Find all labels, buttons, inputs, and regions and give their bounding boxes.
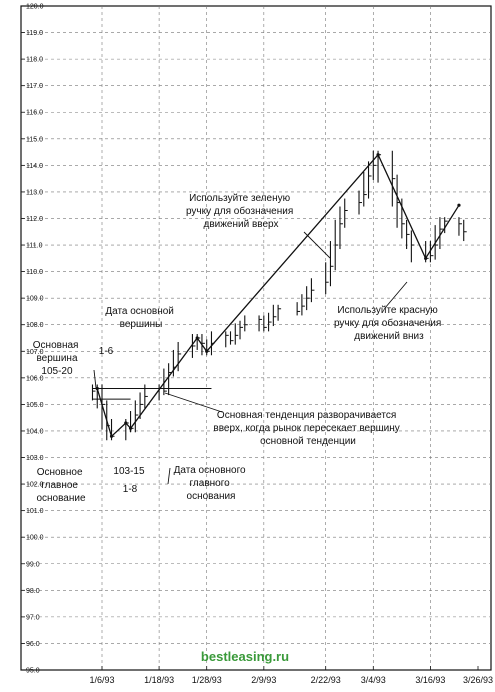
y-tick-label: 99.0 xyxy=(26,561,40,568)
annotation-pointers xyxy=(93,231,408,485)
y-tick-label: 105.0 xyxy=(26,402,44,409)
annotation-line: ручку для обозначения xyxy=(334,317,441,329)
x-tick-label: 3/4/93 xyxy=(361,675,386,685)
annotation-line: Используйте зеленую xyxy=(189,193,290,204)
x-tick-label: 2/22/93 xyxy=(311,675,341,685)
swing-point xyxy=(109,434,114,438)
x-tick-label: 3/26/93 xyxy=(463,675,493,685)
y-tick-label: 104.0 xyxy=(26,428,44,435)
annotation-line: движений вниз xyxy=(354,331,424,342)
swing-point xyxy=(424,256,428,260)
annotation-main-bottom-date-label: Дата основного главного основания xyxy=(174,465,249,502)
x-axis-ticks: 1/6/93 1/18/93 1/28/93 2/9/93 2/22/93 3/4/93 3… xyxy=(89,666,493,685)
swing-point xyxy=(128,426,133,430)
pointer-line xyxy=(93,369,97,389)
reference-lines xyxy=(92,387,212,400)
y-tick-label: 108.0 xyxy=(26,322,44,329)
swing-point xyxy=(95,386,99,391)
annotation-main-peak-date-label: Дата основной вершины xyxy=(105,306,176,330)
y-tick-label: 115.0 xyxy=(26,136,43,143)
annotation-line: Основная тенденция разворачивается xyxy=(217,410,396,421)
swing-point xyxy=(195,336,199,340)
annotation-line: основной тенденции xyxy=(260,436,356,447)
y-tick-label: 111.0 xyxy=(26,243,43,250)
y-tick-label: 95.0 xyxy=(26,668,40,675)
annotation-line: Основное xyxy=(37,467,83,478)
y-tick-label: 107.0 xyxy=(26,349,44,356)
pointer-line xyxy=(384,281,408,309)
annotation-line: Дата основной xyxy=(105,306,174,317)
x-tick-label: 1/18/93 xyxy=(144,675,174,685)
annotation-main-peak-date: 1-6 xyxy=(99,346,114,357)
annotation-main-peak: Основная вершина xyxy=(33,340,81,364)
grid xyxy=(21,6,491,670)
y-tick-label: 102.0 xyxy=(26,482,44,489)
annotation-line: основание xyxy=(36,493,86,504)
annotation-red-pen: Используйте красную ручку для обозначени… xyxy=(334,305,444,342)
x-tick-label: 3/16/93 xyxy=(415,675,445,685)
y-tick-label: 118.0 xyxy=(26,57,43,64)
y-tick-label: 101.0 xyxy=(26,508,44,515)
y-tick-label: 114.0 xyxy=(26,163,43,170)
y-tick-label: 119.0 xyxy=(26,30,43,37)
annotation-main-bottom-value: 103-15 xyxy=(113,466,145,477)
annotation-line: ручку для обозначения xyxy=(186,205,293,217)
y-tick-label: 112.0 xyxy=(26,216,43,223)
annotation-line: основания xyxy=(187,491,236,502)
annotation-trend-reversal: Основная тенденция разворачивается вверх… xyxy=(213,410,402,447)
x-tick-label: 2/9/93 xyxy=(251,675,276,685)
watermark: bestleasing.ru xyxy=(201,649,289,664)
swing-point xyxy=(376,153,380,157)
annotation-main-peak-value: 105-20 xyxy=(41,366,73,377)
annotation-line: Дата основного xyxy=(174,465,246,476)
annotation-line: главное xyxy=(41,480,78,491)
y-axis-ticks: 95.0 96.0 97.0 98.0 99.0 100.0 101.0 102.0 103.0… xyxy=(21,4,44,675)
swing-point xyxy=(205,349,209,353)
plot-frame xyxy=(20,5,492,671)
y-tick-label: 120.0 xyxy=(26,4,44,11)
annotation-line: вверх, когда рынок пересекает вершину xyxy=(213,423,399,434)
annotation-main-bottom: Основное главное основание xyxy=(36,467,86,504)
pointer-line xyxy=(164,392,223,413)
x-tick-label: 1/6/93 xyxy=(89,675,114,685)
y-tick-label: 100.0 xyxy=(26,535,44,542)
annotation-line: Основная xyxy=(33,340,79,351)
x-tick-label: 1/28/93 xyxy=(192,675,222,685)
y-tick-label: 103.0 xyxy=(26,455,44,462)
y-tick-label: 98.0 xyxy=(26,588,40,595)
swing-point xyxy=(457,203,461,207)
y-tick-label: 117.0 xyxy=(26,83,43,90)
y-tick-label: 109.0 xyxy=(26,296,44,303)
y-tick-label: 106.0 xyxy=(26,375,44,382)
annotation-main-bottom-date: 1-8 xyxy=(123,484,138,495)
y-tick-label: 96.0 xyxy=(26,641,40,648)
pointer-line xyxy=(167,467,171,485)
annotation-line: главного xyxy=(190,478,231,489)
annotation-line: движений вверх xyxy=(204,219,279,230)
y-tick-label: 97.0 xyxy=(26,614,40,621)
annotation-line: вершина xyxy=(36,353,77,364)
annotation-line: вершины xyxy=(120,319,163,330)
swing-point xyxy=(124,421,128,425)
annotation-line: Используйте красную xyxy=(337,305,438,316)
y-tick-label: 113.0 xyxy=(26,189,43,196)
annotation-green-pen: Используйте зеленую ручку для обозначени… xyxy=(186,193,296,230)
y-tick-label: 110.0 xyxy=(26,269,43,276)
pointer-line xyxy=(303,231,331,259)
swing-line xyxy=(95,153,461,438)
y-tick-label: 116.0 xyxy=(26,110,43,117)
